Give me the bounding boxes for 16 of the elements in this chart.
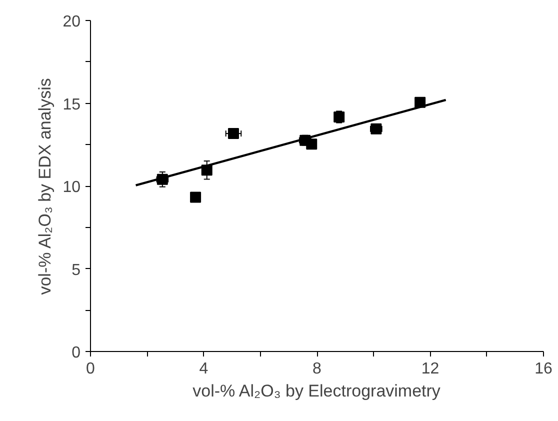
- point: [190, 192, 202, 203]
- y-tick-label: 10: [62, 179, 81, 196]
- x-tick-label: 12: [421, 360, 440, 378]
- x-tick-label: 8: [312, 360, 322, 378]
- y-tick-label: 0: [72, 344, 81, 362]
- point: [306, 138, 318, 150]
- y-tick-label: 15: [62, 96, 81, 114]
- x-tick-label: 4: [199, 360, 208, 378]
- point: [228, 128, 239, 140]
- x-axis-title: vol-% Al₂O₃ by Electrogravimetry: [192, 382, 441, 400]
- point: [370, 123, 382, 134]
- x-tick-label: 0: [86, 360, 96, 378]
- y-tick-label: 20: [62, 14, 81, 30]
- x-tick-label: 16: [534, 360, 552, 378]
- y-tick-label: 5: [72, 262, 81, 279]
- y-axis-title: vol-% Al₂O₃ by EDX analysis: [36, 78, 55, 295]
